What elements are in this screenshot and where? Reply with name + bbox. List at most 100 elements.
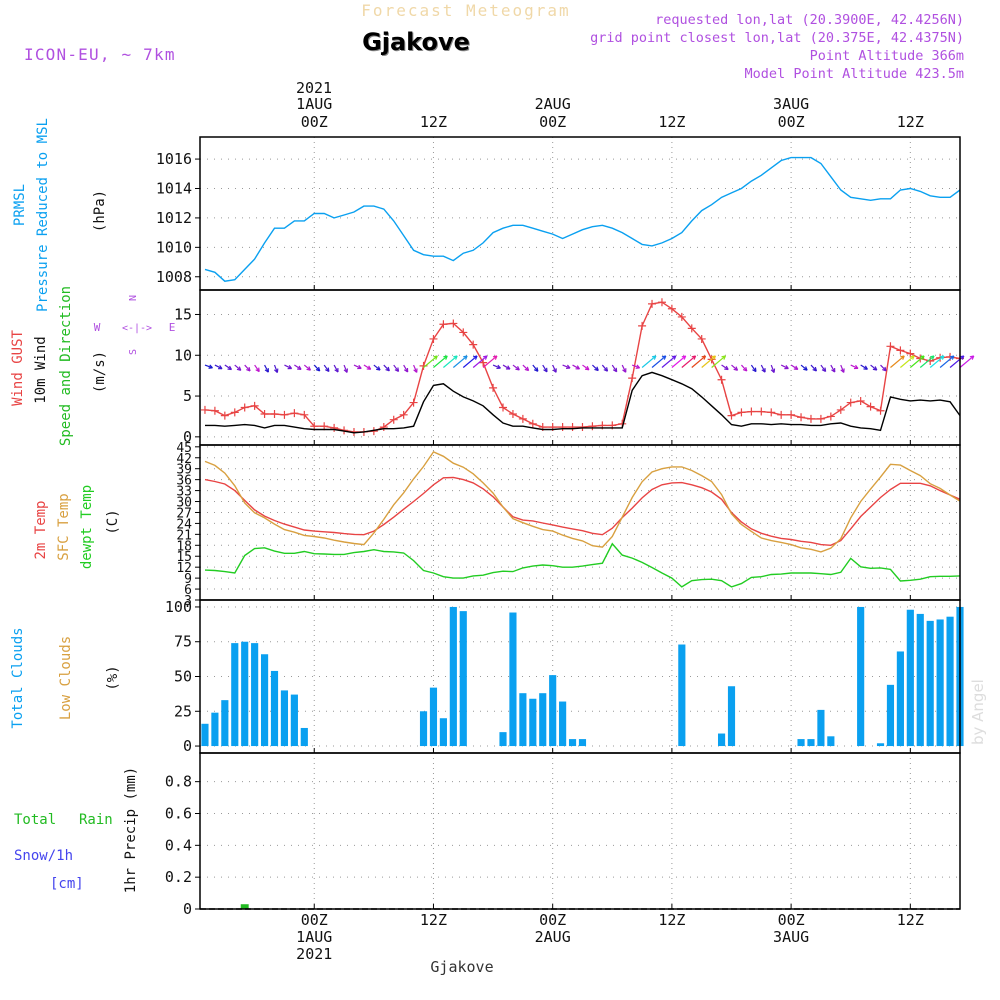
wind-dir-arrow-71: [909, 355, 925, 368]
wind-dir-arrowhead-70: [910, 355, 915, 360]
gust-marker-65: [846, 398, 855, 407]
clouds-bar-0-62: [817, 709, 825, 747]
clouds-bar-0-24: [439, 718, 447, 747]
temp-label-unit: (C): [105, 509, 121, 534]
clouds-bar-0-48: [678, 644, 686, 747]
wind-dir-arrowhead-54: [742, 366, 748, 372]
wind-dir-arrowhead-51: [721, 355, 726, 360]
clouds-bar-0-38: [578, 739, 587, 747]
precip-ytick-label-3: 0.6: [165, 804, 192, 822]
wind-dir-arrow-34: [542, 364, 548, 373]
top-year: 2021: [296, 79, 332, 97]
pressure-ytick-label-4: 1016: [156, 150, 192, 168]
gust-marker-69: [886, 342, 895, 351]
wind-dir-arrowhead-13: [334, 368, 339, 373]
clouds-bar-0-10: [300, 727, 308, 747]
wind-dir-arrow-38: [582, 364, 590, 371]
wind-label-gust: Wind GUST: [10, 330, 26, 406]
gust-marker-56: [757, 407, 766, 416]
wind-dir-arrowhead-76: [969, 355, 975, 360]
pressure-ytick-label-3: 1014: [156, 179, 192, 197]
bottom-time-label-5-0: 12Z: [897, 911, 924, 929]
pressure-panel: 1008 1010 1012 1014 1016: [156, 136, 961, 291]
wind-dir-arrow-26: [462, 355, 478, 368]
model-label: ICON-EU, ~ 7km: [24, 45, 176, 64]
precip-labels: Total Rain Snow/1h [cm] 1hr Precip (mm): [14, 767, 139, 893]
gust-marker-1: [210, 406, 219, 415]
clouds-bar-0-36: [559, 701, 567, 747]
gust-marker-59: [787, 410, 796, 419]
wind-line-0: [204, 301, 961, 433]
cloud-label-total: Total Clouds: [10, 627, 26, 728]
gust-marker-3: [230, 408, 239, 417]
gust-marker-60: [797, 413, 806, 422]
pressure-line-0: [204, 156, 961, 282]
clouds-bar-0-37: [568, 739, 577, 747]
compass-w: W: [94, 321, 101, 334]
clouds-ytick-label-1: 25: [174, 702, 192, 720]
wind-dir-arrow-68: [880, 364, 887, 372]
wind-ytick-label-1: 5: [183, 387, 192, 405]
gust-marker-9: [290, 409, 299, 418]
pressure-labels: PRMSL Pressure Reduced to MSL (hPa): [12, 118, 108, 312]
footer-location: Gjakove: [430, 958, 493, 976]
wind-line-1: [205, 371, 961, 434]
temperature-ytick-label-0: 3: [184, 594, 192, 609]
gust-marker-8: [280, 410, 289, 419]
point-altitude: Point Altitude 366m: [810, 48, 964, 64]
temp-label-2m: 2m Temp: [33, 500, 49, 559]
wind-dir-arrow-28: [482, 355, 498, 368]
wind-dir-arrow-64: [840, 364, 845, 373]
temperature-frame: [199, 444, 961, 601]
wind-dir-arrowhead-0: [208, 364, 213, 369]
wind-dir-arrow-39: [592, 364, 599, 371]
compass-arrows: <-|->: [122, 323, 152, 334]
wind-dir-arrow-41: [611, 364, 618, 373]
clouds-bar-0-22: [419, 711, 428, 747]
top-time-label-4-1: 00Z: [778, 113, 805, 131]
wind-dir-arrow-37: [572, 364, 580, 370]
wind-dir-arrowhead-12: [325, 367, 330, 373]
wind-dir-arrow-66: [860, 364, 868, 370]
wind-dir-arrowhead-52: [724, 365, 729, 371]
gust-marker-50: [697, 334, 706, 343]
wind-dir-arrowhead-27: [482, 355, 488, 360]
gust-marker-58: [777, 410, 786, 419]
wind-dir-arrow-72: [919, 355, 935, 368]
wind-dir-arrowhead-24: [453, 355, 458, 360]
clouds-bar-0-53: [727, 686, 736, 747]
wind-dir-arrowhead-61: [812, 366, 818, 372]
wind-dir-arrow-40: [601, 364, 608, 372]
wind-dir-arrow-58: [780, 364, 789, 370]
wind-label-10m: 10m Wind: [33, 336, 49, 403]
wind-dir-arrowhead-31: [515, 366, 520, 371]
temp-label-sfc: SFC Temp: [56, 493, 72, 560]
clouds-bar-0-3: [231, 643, 239, 747]
precip-frame: [199, 752, 961, 910]
pressure-label-unit: (hPa): [92, 190, 108, 232]
wind-dir-arrow-4: [244, 364, 251, 372]
gust-marker-70: [896, 346, 905, 355]
top-time-label-1-0: 12Z: [420, 113, 447, 131]
clouds-bar-0-71: [906, 609, 914, 747]
wind-dir-arrowhead-28: [492, 355, 498, 360]
wind-dir-arrow-51: [711, 355, 726, 368]
wind-dir-arrowhead-53: [733, 366, 739, 371]
wind-dir-arrowhead-16: [366, 365, 372, 370]
clouds-bar-0-74: [936, 619, 944, 747]
wind-dir-arrow-36: [562, 364, 571, 369]
wind-dir-arrow-23: [433, 355, 448, 368]
temperature-ytick-label-8: 27: [176, 506, 192, 521]
wind-dir-arrow-11: [313, 364, 321, 372]
wind-dir-arrowhead-2: [227, 365, 232, 371]
gust-marker-45: [648, 299, 657, 308]
wind-dir-arrowhead-11: [315, 366, 321, 372]
chart-panels: 1008101010121014101605101536912151821242…: [156, 136, 975, 918]
clouds-panel: 0 25 50 75 100: [165, 598, 964, 755]
temperature-ytick-label-12: 39: [176, 463, 192, 478]
wind-dir-arrow-1: [214, 364, 223, 370]
wind-labels: Wind GUST 10m Wind Speed and Direction (…: [10, 286, 175, 446]
temp-label-dewpt: dewpt Temp: [79, 485, 95, 569]
wind-dir-arrow-70: [900, 355, 915, 368]
gust-marker-49: [687, 324, 696, 333]
